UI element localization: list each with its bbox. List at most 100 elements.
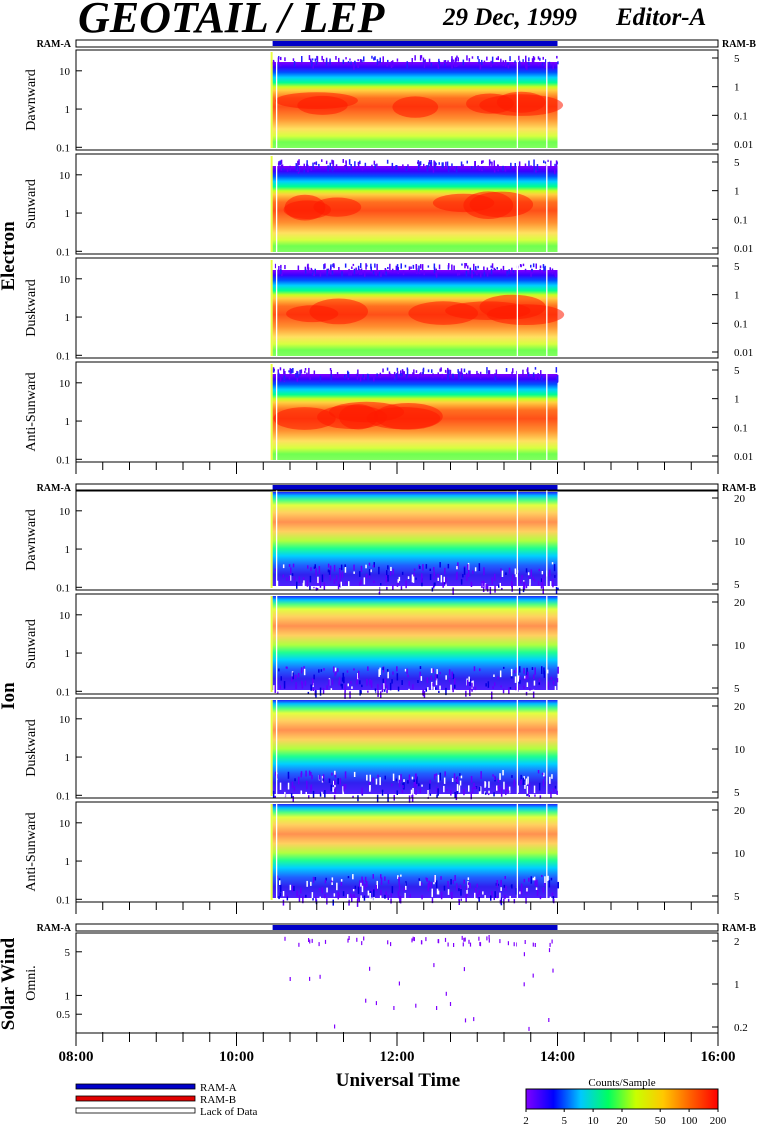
noise-speck <box>502 265 505 272</box>
left-tick-label: 10 <box>59 378 71 390</box>
noise-speck <box>359 582 361 586</box>
noise-speck <box>543 772 545 777</box>
noise-speck <box>280 884 282 892</box>
noise-speck <box>288 374 291 380</box>
noise-speck <box>454 875 456 881</box>
noise-speck <box>529 688 531 691</box>
noise-speck <box>363 895 366 901</box>
noise-speck <box>376 163 378 167</box>
noise-speck <box>448 678 451 683</box>
noise-speck <box>481 167 483 172</box>
data-point <box>478 936 480 941</box>
noise-speck <box>396 673 399 681</box>
noise-speck <box>311 60 313 67</box>
colorbar-tick-label: 100 <box>681 1115 698 1127</box>
noise-speck <box>510 162 512 170</box>
data-point <box>387 940 389 945</box>
noise-speck <box>371 164 373 168</box>
noise-speck <box>472 570 474 574</box>
noise-speck <box>400 586 403 590</box>
noise-speck <box>542 56 544 60</box>
noise-speck <box>318 774 321 780</box>
noise-speck <box>523 582 526 591</box>
noise-speck <box>357 897 359 900</box>
noise-speck <box>510 668 513 677</box>
noise-speck <box>396 583 399 587</box>
noise-speck <box>387 671 389 679</box>
noise-speck <box>514 568 517 575</box>
noise-speck <box>380 874 382 879</box>
noise-speck <box>443 785 445 793</box>
noise-speck <box>401 789 404 794</box>
left-tick-label: 0.1 <box>56 686 70 698</box>
noise-speck <box>279 880 281 885</box>
noise-speck <box>457 270 459 276</box>
noise-speck <box>318 566 321 574</box>
noise-speck <box>416 268 418 274</box>
noise-speck <box>384 678 387 687</box>
noise-speck <box>542 264 545 268</box>
noise-speck <box>427 687 429 694</box>
noise-speck <box>405 374 408 379</box>
noise-speck <box>339 568 341 575</box>
noise-speck <box>279 63 282 67</box>
noise-speck <box>310 684 312 691</box>
noise-speck <box>305 770 307 777</box>
noise-speck <box>302 577 305 580</box>
right-tick-label: 0.01 <box>734 347 753 359</box>
noise-speck <box>396 371 399 377</box>
noise-speck <box>344 771 347 779</box>
panel-label: Duskward <box>24 279 39 337</box>
noise-speck <box>433 567 435 572</box>
noise-speck <box>470 581 473 587</box>
noise-speck <box>360 895 362 903</box>
noise-speck <box>437 890 440 895</box>
noise-speck <box>312 790 315 798</box>
hot-region <box>392 96 439 118</box>
data-point <box>552 968 554 973</box>
noise-speck <box>494 573 496 581</box>
noise-speck <box>410 266 412 269</box>
noise-speck <box>551 562 554 565</box>
noise-speck <box>528 782 531 789</box>
noise-speck <box>552 579 554 585</box>
noise-speck <box>359 880 361 888</box>
noise-speck <box>359 690 361 696</box>
noise-speck <box>550 877 553 881</box>
noise-speck <box>515 574 517 579</box>
noise-speck <box>380 877 383 885</box>
noise-speck <box>439 772 441 781</box>
noise-speck <box>276 875 279 880</box>
noise-speck <box>279 374 282 382</box>
right-tick-label: 5 <box>734 53 740 65</box>
noise-speck <box>370 680 373 688</box>
noise-speck <box>343 676 345 684</box>
noise-speck <box>492 774 494 777</box>
noise-speck <box>281 270 283 276</box>
noise-speck <box>355 267 357 272</box>
noise-speck <box>338 893 340 897</box>
noise-speck <box>346 670 349 673</box>
noise-speck <box>344 263 347 268</box>
noise-speck <box>549 569 551 577</box>
noise-speck <box>415 781 417 789</box>
left-tick-label: 0.5 <box>56 1009 70 1021</box>
noise-speck <box>499 577 502 580</box>
noise-speck <box>321 159 323 162</box>
noise-speck <box>362 374 364 378</box>
noise-speck <box>493 160 495 168</box>
noise-speck <box>316 588 319 591</box>
noise-speck <box>408 680 410 686</box>
noise-speck <box>335 164 338 168</box>
noise-speck <box>292 672 294 680</box>
noise-speck <box>407 780 409 784</box>
noise-speck <box>292 58 295 61</box>
noise-speck <box>415 773 417 779</box>
noise-speck <box>500 788 503 797</box>
legend-swatch <box>75 1095 196 1102</box>
noise-speck <box>342 59 345 65</box>
noise-speck <box>307 691 310 695</box>
noise-speck <box>398 775 401 784</box>
noise-speck <box>408 774 411 782</box>
noise-speck <box>482 891 484 895</box>
